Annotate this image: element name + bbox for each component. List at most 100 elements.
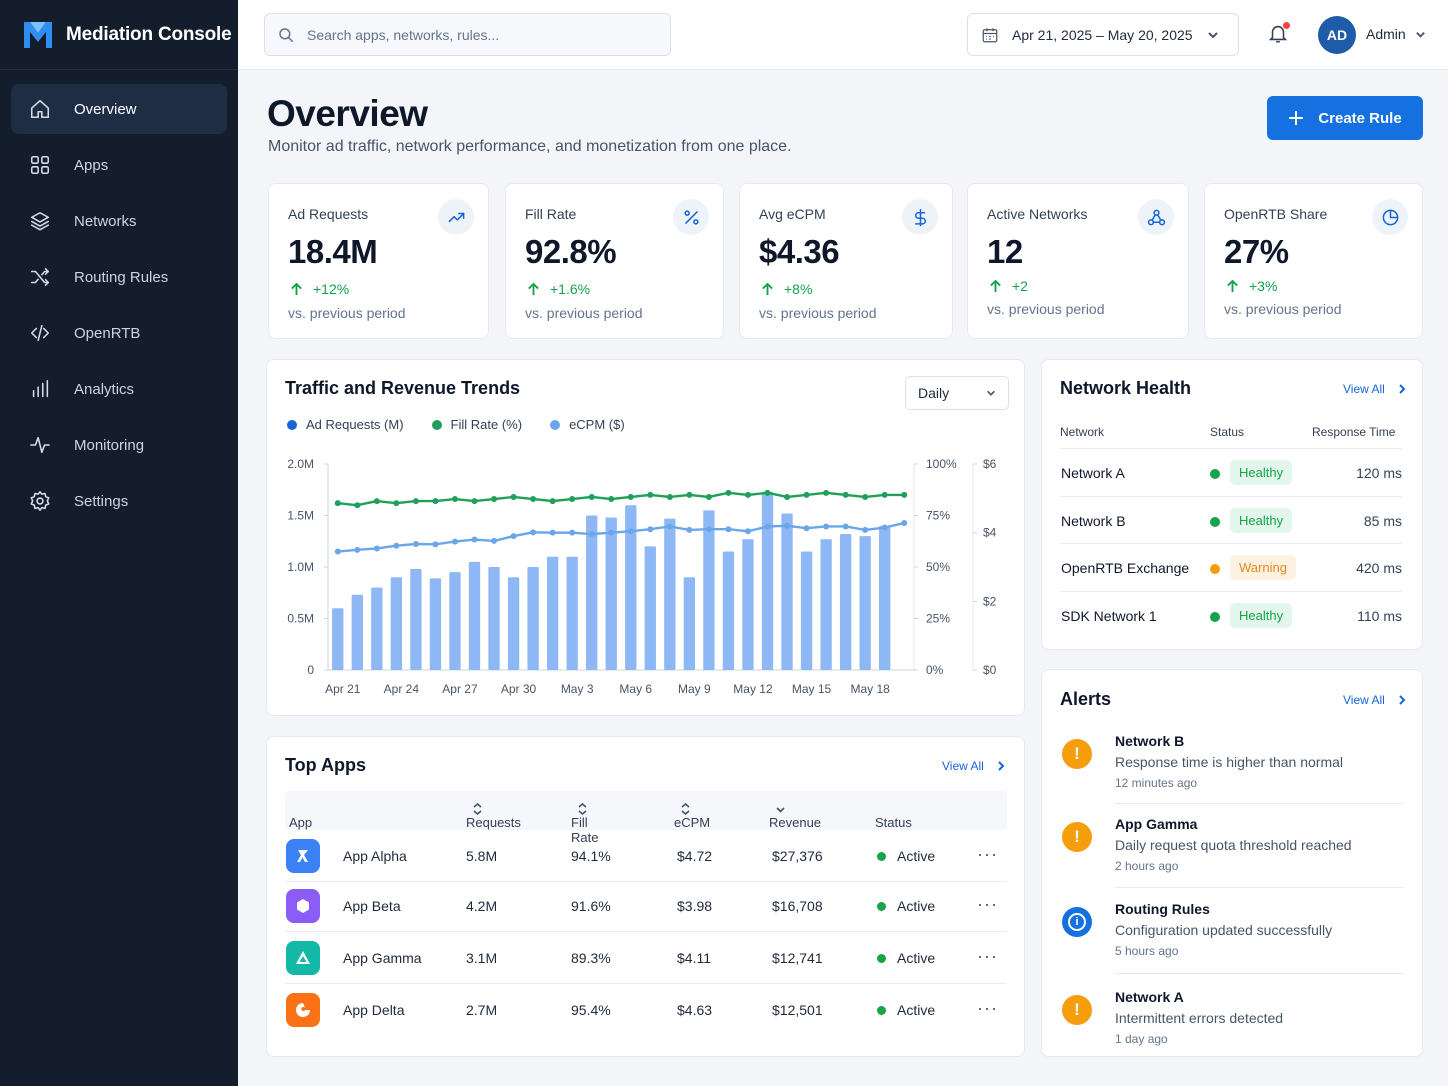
sidebar-item-monitoring[interactable]: Monitoring <box>11 420 227 470</box>
y-tick-label: 0.5M <box>287 612 314 626</box>
x-tick-label: May 6 <box>619 682 652 696</box>
legend-item-ad-requests[interactable]: Ad Requests (M) <box>287 417 404 432</box>
table-row[interactable]: App Delta 2.7M 95.4% $4.63 $12,501 Activ… <box>285 984 1007 1036</box>
column-header-requests[interactable]: Requests <box>466 803 521 830</box>
more-actions-icon[interactable]: ··· <box>977 998 998 1018</box>
response-time: 120 ms <box>1356 465 1402 481</box>
sidebar-item-apps[interactable]: Apps <box>11 140 227 190</box>
kpi-icon <box>673 199 709 235</box>
kpi-comparison: vs. previous period <box>987 301 1105 317</box>
network-name: Network A <box>1061 465 1125 481</box>
network-row[interactable]: SDK Network 1 Healthy 110 ms <box>1060 591 1402 639</box>
network-row[interactable]: OpenRTB Exchange Warning 420 ms <box>1060 543 1402 591</box>
search-icon <box>279 27 294 42</box>
kpi-label: Avg eCPM <box>759 206 826 222</box>
fill-rate-point <box>373 498 380 505</box>
ecpm-point <box>666 523 673 530</box>
status-badge: Healthy <box>1230 603 1293 628</box>
network-row[interactable]: Network A Healthy 120 ms <box>1060 448 1402 496</box>
network-name: SDK Network 1 <box>1061 608 1157 624</box>
column-header: Response Time <box>1312 425 1396 439</box>
date-range-picker[interactable]: Apr 21, 2025 – May 20, 2025 <box>967 13 1239 56</box>
more-actions-icon[interactable]: ··· <box>977 844 998 864</box>
sidebar-item-analytics[interactable]: Analytics <box>11 364 227 414</box>
sidebar-item-label: Apps <box>74 156 109 174</box>
fill-rate-point <box>823 489 830 496</box>
sidebar-item-label: Monitoring <box>74 436 145 454</box>
table-row[interactable]: App Beta 4.2M 91.6% $3.98 $16,708 Active… <box>285 880 1007 932</box>
pie-icon <box>1382 209 1398 225</box>
sidebar-item-settings[interactable]: Settings <box>11 476 227 526</box>
status-dot <box>1210 517 1220 527</box>
user-menu[interactable]: Admin <box>1366 26 1426 42</box>
network-name: OpenRTB Exchange <box>1061 560 1190 576</box>
avatar[interactable]: AD <box>1318 16 1356 54</box>
x-tick-label: Apr 30 <box>501 682 537 696</box>
ecpm-point <box>686 526 693 533</box>
kpi-delta: +2 <box>989 278 1028 294</box>
sidebar: Mediation Console Overview Apps Networks… <box>0 0 238 1086</box>
divider <box>1115 803 1404 804</box>
grid-icon <box>30 155 50 175</box>
sort-icon <box>578 803 587 815</box>
legend-item-ecpm[interactable]: eCPM ($) <box>550 417 625 432</box>
ecpm-point <box>881 524 888 531</box>
column-header-ecpm[interactable]: eCPM <box>674 803 710 830</box>
app-status: Active <box>877 1002 935 1018</box>
bar <box>468 561 481 670</box>
column-header: Network <box>1060 425 1105 439</box>
ecpm-point <box>471 536 478 543</box>
notifications-button[interactable] <box>1267 21 1291 46</box>
topbar: Apr 21, 2025 – May 20, 2025 AD Admin <box>238 0 1448 70</box>
sidebar-item-overview[interactable]: Overview <box>11 84 227 134</box>
fill-rate-point <box>725 489 732 496</box>
percent-icon <box>683 209 699 225</box>
bar <box>761 491 774 670</box>
triangle-icon <box>296 951 310 964</box>
app-status: Active <box>877 848 935 864</box>
calendar-icon <box>982 27 998 42</box>
bar <box>703 510 715 670</box>
network-row[interactable]: Network B Healthy 85 ms <box>1060 496 1402 544</box>
network-health-view-all[interactable]: View All <box>1343 382 1407 396</box>
sidebar-item-networks[interactable]: Networks <box>11 196 227 246</box>
brand[interactable]: Mediation Console <box>0 0 238 70</box>
kpi-label: OpenRTB Share <box>1224 206 1328 222</box>
x-tick-label: May 12 <box>733 682 773 696</box>
code-icon <box>30 324 50 342</box>
fill-rate-point <box>744 491 751 498</box>
alerts-view-all[interactable]: View All <box>1343 693 1407 707</box>
y3-tick-label: $2 <box>983 594 997 608</box>
legend-item-fill-rate[interactable]: Fill Rate (%) <box>431 417 522 432</box>
column-header-revenue[interactable]: Revenue <box>769 803 821 830</box>
kpi-card-avg-ecpm: Avg eCPM $4.36 +8% vs. previous period <box>739 183 953 339</box>
ecpm-point <box>725 526 732 533</box>
table-row[interactable]: App Gamma 3.1M 89.3% $4.11 $12,741 Activ… <box>285 932 1007 984</box>
column-header-fill-rate[interactable]: Fill Rate <box>571 803 598 845</box>
fill-rate-point <box>627 493 634 500</box>
table-row[interactable]: App Alpha 5.8M 94.1% $4.72 $27,376 Activ… <box>285 830 1007 882</box>
kpi-icon <box>1138 199 1174 235</box>
fill-rate-line <box>337 491 905 507</box>
fill-rate-point <box>705 493 712 500</box>
alert-time: 1 day ago <box>1115 1032 1168 1046</box>
x-tick-label: Apr 27 <box>442 682 478 696</box>
sidebar-item-openrtb[interactable]: OpenRTB <box>11 308 227 358</box>
more-actions-icon[interactable]: ··· <box>977 946 998 966</box>
top-apps-view-all[interactable]: View All <box>942 759 1006 773</box>
pulse-icon <box>30 436 50 454</box>
app-requests: 4.2M <box>466 898 498 914</box>
create-rule-button[interactable]: Create Rule <box>1267 96 1423 140</box>
search-input[interactable] <box>307 26 627 43</box>
ecpm-point <box>764 523 771 530</box>
sort-icon <box>681 803 690 815</box>
granularity-select[interactable]: Daily <box>905 376 1009 410</box>
fill-rate-point <box>569 496 576 503</box>
sidebar-item-routing-rules[interactable]: Routing Rules <box>11 252 227 302</box>
search-box[interactable] <box>264 13 671 56</box>
bar <box>351 594 363 670</box>
more-actions-icon[interactable]: ··· <box>977 894 998 914</box>
ecpm-point <box>647 526 654 533</box>
alerts-card: Alerts View All ! Network B Response tim… <box>1041 669 1423 1057</box>
bar <box>488 567 500 670</box>
